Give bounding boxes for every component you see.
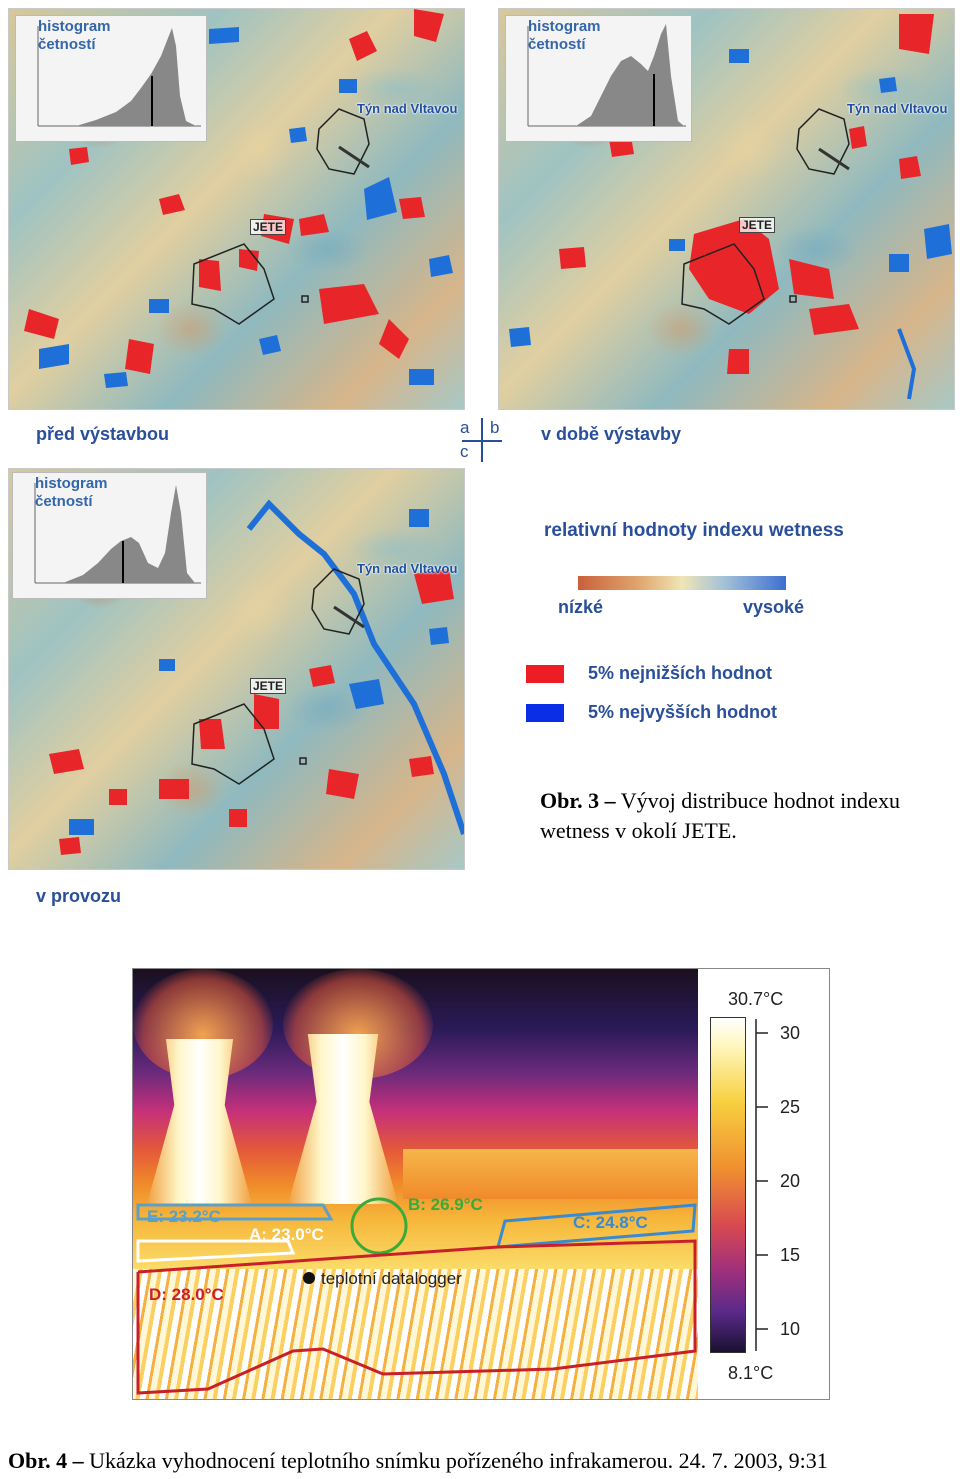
histogram-b-bars	[527, 24, 686, 127]
legend-low-label: nízké	[558, 597, 604, 617]
scale-ticks	[755, 1019, 768, 1351]
histogram-a: histogram četností	[15, 15, 207, 142]
caption-panel-b: v době výstavby	[541, 424, 682, 444]
histogram-b: histogram četností	[505, 15, 692, 142]
area-c-label: C: 24.8°C	[573, 1213, 648, 1232]
map-panel-c: histogram četností Týn nad Vltavou JETE	[8, 468, 465, 870]
plant-label-c: JETE	[250, 678, 287, 694]
figure-4-label: Obr. 4 –	[8, 1448, 84, 1473]
figure-4-text: Ukázka vyhodnocení teplotního snímku poř…	[83, 1448, 828, 1473]
figure-3-label: Obr. 3 –	[540, 788, 616, 813]
legend-gradient-bar	[578, 576, 786, 590]
histogram-c-title: histogram četností	[35, 475, 108, 510]
scale-tick-10: 10	[780, 1319, 801, 1339]
datalogger-label: teplotní datalogger	[321, 1269, 462, 1288]
panel-key-hline	[462, 440, 502, 442]
panel-key-b: b	[490, 418, 500, 437]
plant-buildings	[403, 1149, 698, 1199]
caption-panel-a: před výstavbou	[36, 424, 170, 444]
legend-red-label: 5% nejnižších hodnot	[588, 663, 773, 683]
thermal-image: E: 23.2°C A: 23.0°C B: 26.9°C C: 24.8°C …	[133, 969, 698, 1399]
histogram-a-bars	[37, 26, 201, 127]
town-label-a: Týn nad Vltavou	[357, 101, 458, 116]
thermal-areas	[136, 1197, 697, 1395]
town-label-b: Týn nad Vltavou	[847, 101, 948, 116]
figure-4-caption: Obr. 4 – Ukázka vyhodnocení teplotního s…	[8, 1446, 958, 1476]
legend-blue-swatch	[526, 704, 564, 722]
temperature-scale: 30.7°C 30 25 20 15 10 8.1°C	[698, 969, 829, 1399]
scale-tick-25: 25	[780, 1097, 801, 1117]
scale-tick-30: 30	[780, 1023, 801, 1043]
scale-min-label: 8.1°C	[728, 1363, 774, 1383]
area-e-label: E: 23.2°C	[147, 1207, 221, 1226]
scale-max-label: 30.7°C	[728, 989, 784, 1009]
panel-key: a b c	[458, 418, 504, 462]
foreground-vegetation	[133, 1269, 698, 1399]
scale-tick-20: 20	[780, 1171, 801, 1191]
histogram-a-title: histogram četností	[38, 18, 111, 53]
figure-3-caption: Obr. 3 – Vývoj distribuce hodnot indexu …	[540, 786, 958, 846]
legend-red-swatch	[526, 665, 564, 683]
area-a-label: A: 23.0°C	[249, 1225, 324, 1244]
town-label-c: Týn nad Vltavou	[357, 561, 458, 576]
panel-key-c: c	[460, 442, 469, 461]
temperature-colorbar	[710, 1017, 746, 1353]
area-d-label: D: 28.0°C	[149, 1285, 224, 1304]
panel-key-a: a	[460, 418, 470, 437]
map-panel-b: histogram četností Týn nad Vltavou JETE	[498, 8, 955, 410]
legend-high-label: vysoké	[743, 597, 805, 617]
plant-label-b: JETE	[739, 217, 776, 233]
legend-title: relativní hodnoty indexu wetness	[544, 520, 844, 541]
histogram-c: histogram četností	[12, 472, 207, 599]
scale-tick-15: 15	[780, 1245, 801, 1265]
map-c-features	[49, 499, 464, 855]
datalogger-marker	[303, 1272, 315, 1284]
map-panel-a: histogram četností Týn nad Vltavou JETE	[8, 8, 465, 410]
histogram-c-bars	[34, 483, 201, 584]
caption-panel-c: v provozu	[36, 886, 122, 906]
area-b-label: B: 26.9°C	[408, 1195, 483, 1214]
plant-label-a: JETE	[250, 219, 287, 235]
histogram-b-title: histogram četností	[528, 18, 601, 53]
thermal-figure: E: 23.2°C A: 23.0°C B: 26.9°C C: 24.8°C …	[132, 968, 830, 1400]
figure-3-text: Vývoj distribuce hodnot indexu wetness v…	[540, 788, 900, 843]
legend-blue-label: 5% nejvyšších hodnot	[588, 702, 778, 722]
